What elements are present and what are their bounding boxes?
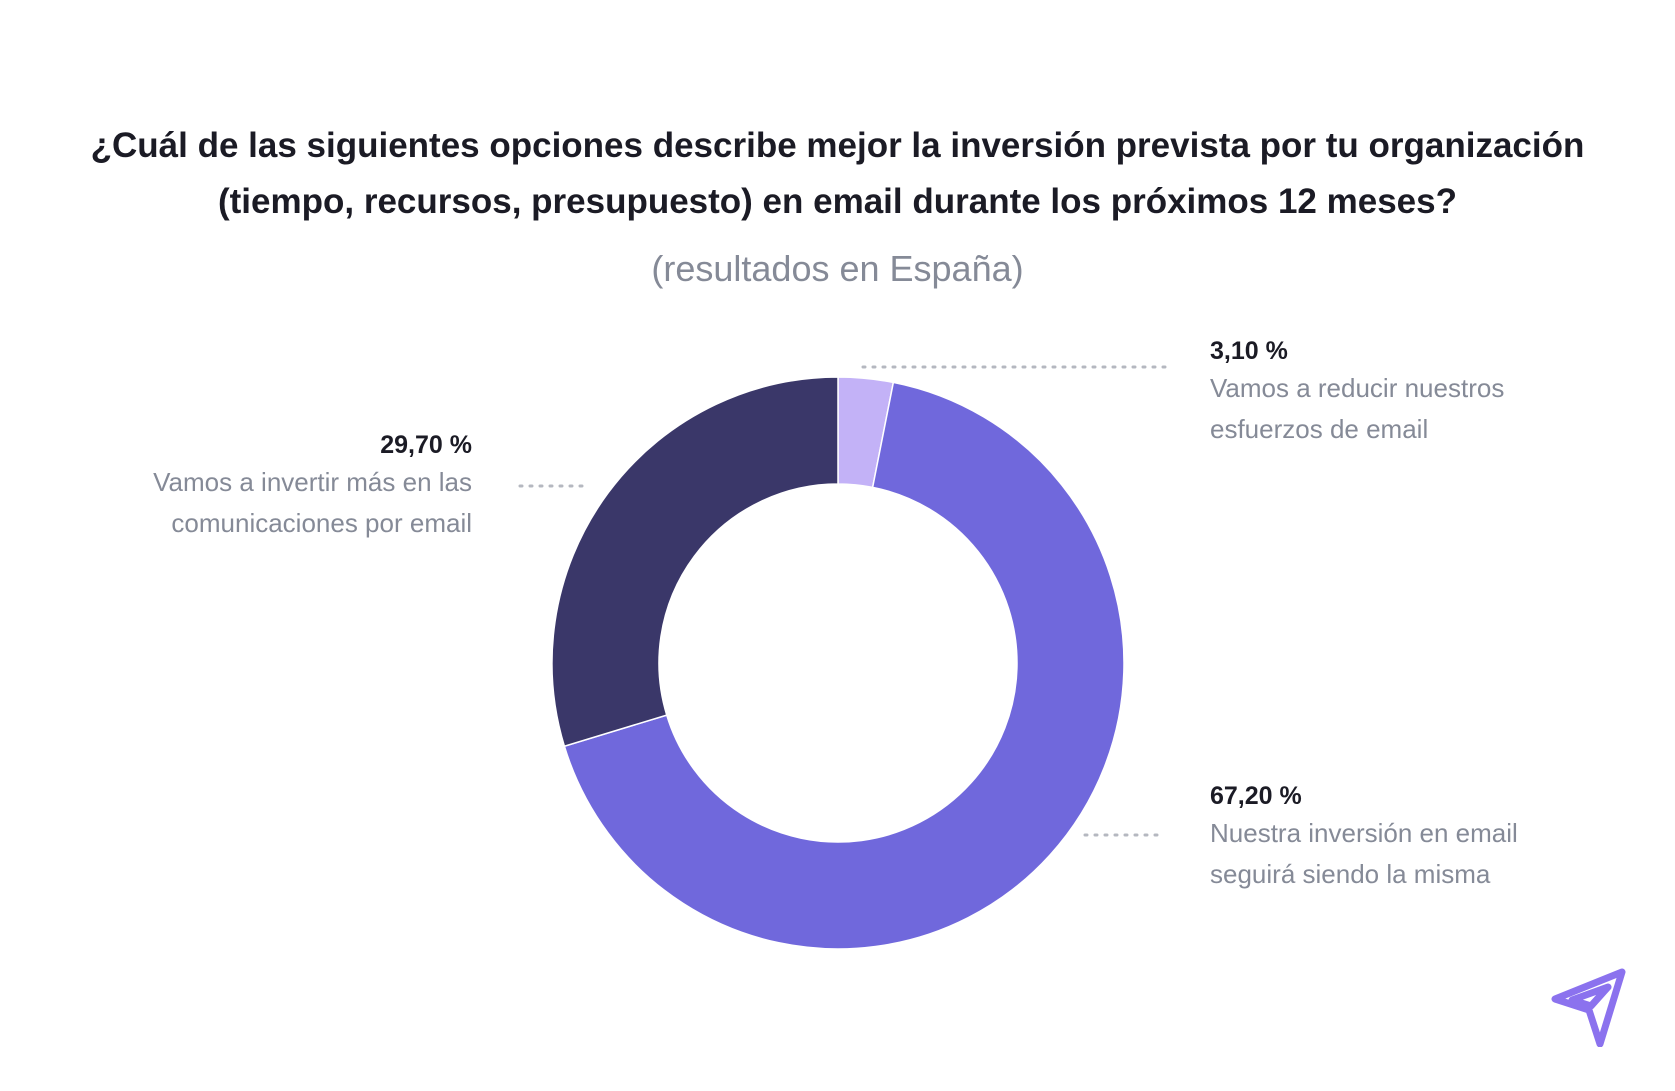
slice-label-misma: 67,20 % Nuestra inversión en email segui…	[1210, 779, 1570, 895]
slice-category-label: Nuestra inversión en email seguirá siend…	[1210, 818, 1518, 889]
chart-subtitle: (resultados en España)	[651, 248, 1024, 289]
paper-plane-icon	[1551, 968, 1626, 1047]
slice-category-label: Vamos a reducir nuestros esfuerzos de em…	[1210, 373, 1505, 444]
donut-slice-misma	[563, 381, 1125, 950]
slice-label-reducir: 3,10 % Vamos a reducir nuestros esfuerzo…	[1210, 334, 1570, 450]
slice-value-label: 3,10 %	[1210, 337, 1288, 365]
donut-slice-invertir-mas	[551, 376, 839, 748]
slice-value-label: 67,20 %	[1210, 782, 1302, 810]
chart-title: ¿Cuál de las siguientes opciones describ…	[90, 126, 1585, 221]
slice-category-label: Vamos a invertir más en las comunicacion…	[153, 467, 472, 538]
slice-value-label: 29,70 %	[380, 431, 472, 459]
slice-label-invertir-mas: 29,70 % Vamos a invertir más en las comu…	[112, 428, 472, 544]
